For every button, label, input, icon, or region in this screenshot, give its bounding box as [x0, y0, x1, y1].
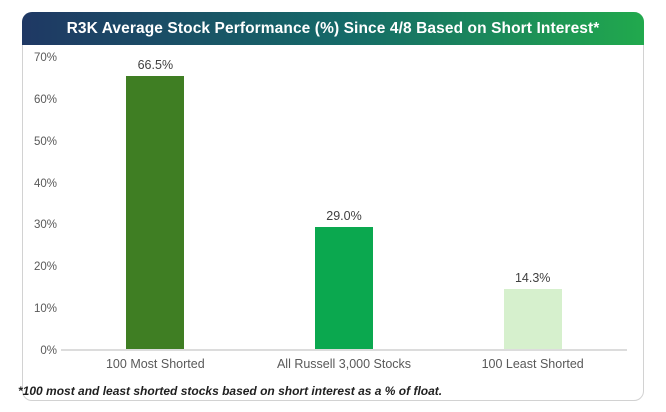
- bar-value-label: 66.5%: [137, 58, 174, 72]
- bar-group: 14.3% 100 Least Shorted: [438, 58, 627, 371]
- bar-value-label: 14.3%: [514, 270, 551, 285]
- chart-footnote: *100 most and least shorted stocks based…: [18, 384, 443, 398]
- y-axis-tick-label: 50%: [33, 135, 57, 148]
- x-axis-category-label: 100 Least Shorted: [481, 357, 584, 371]
- y-axis: 0% 10% 20% 30% 40% 50% 60% 70%: [23, 52, 59, 357]
- bar: [503, 288, 562, 349]
- bar: [315, 226, 373, 349]
- y-axis-tick-label: 60%: [33, 93, 57, 106]
- y-axis-tick-label: 0%: [40, 345, 57, 357]
- x-axis-category-label: 100 Most Shorted: [105, 357, 205, 371]
- bar-value-label: 29.0%: [326, 208, 362, 223]
- y-axis-tick-label: 30%: [33, 219, 57, 232]
- y-axis-tick-label: 40%: [33, 177, 57, 190]
- chart-title: R3K Average Stock Performance (%) Since …: [66, 19, 600, 37]
- bar: [126, 76, 185, 349]
- plot-area: 66.5% 100 Most Shorted 29.0% All Russell 3,…: [61, 58, 627, 371]
- x-axis-category-label: All Russell 3,000 Stocks: [276, 357, 412, 371]
- chart-card: R3K Average Stock Performance (%) Since …: [18, 12, 644, 401]
- y-axis-tick-label: 10%: [33, 303, 57, 316]
- y-axis-tick-label: 70%: [33, 52, 57, 64]
- y-axis-tick-label: 20%: [33, 261, 57, 274]
- bar-group: 66.5% 100 Most Shorted: [61, 58, 250, 371]
- chart-title-bar: R3K Average Stock Performance (%) Since …: [22, 12, 644, 45]
- bar-group: 29.0% All Russell 3,000 Stocks: [250, 58, 439, 371]
